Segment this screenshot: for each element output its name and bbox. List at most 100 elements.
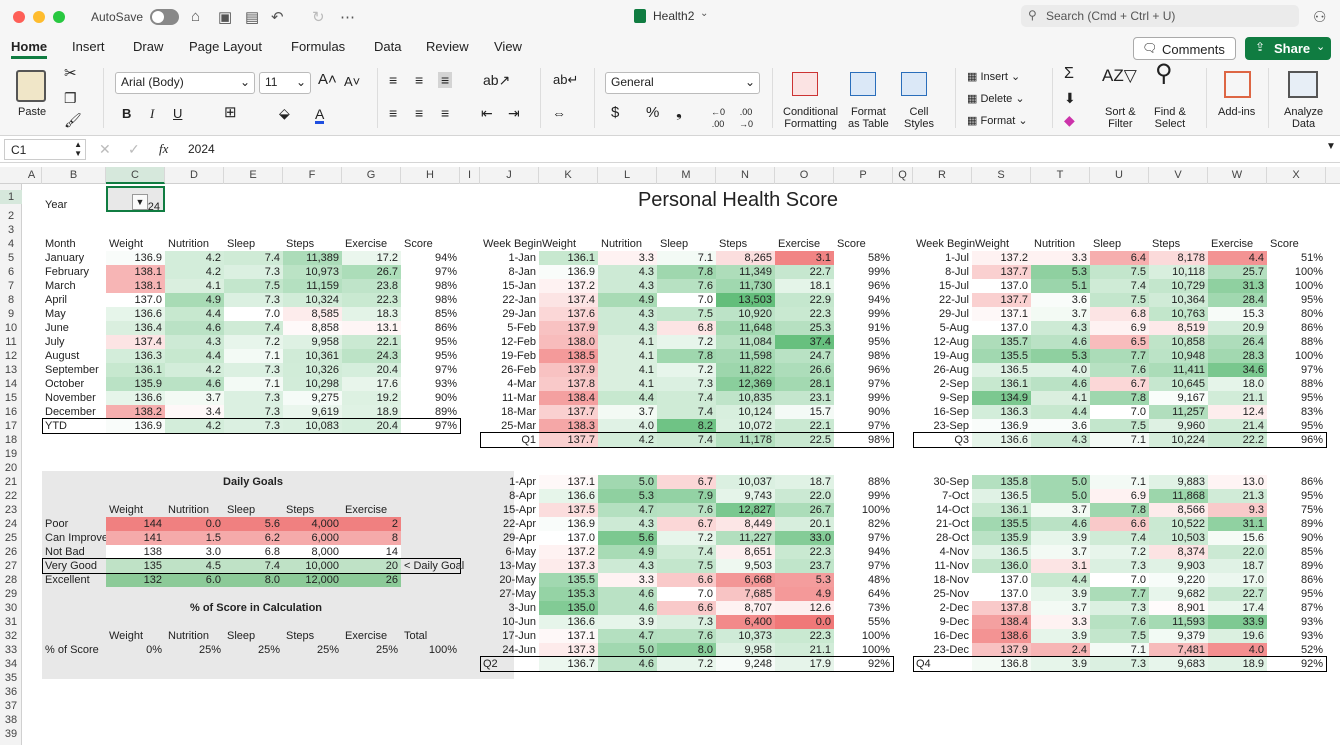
row-label[interactable]: 8-Jan xyxy=(508,266,536,278)
align-middle-icon[interactable]: ≡ xyxy=(415,72,424,88)
value-cell[interactable]: 5.3 xyxy=(1031,349,1090,363)
value-cell[interactable]: 6,400 xyxy=(716,615,775,629)
tab-draw[interactable]: Draw xyxy=(133,39,164,54)
value-cell[interactable]: 100% xyxy=(1294,280,1323,292)
value-cell[interactable]: 135.5 xyxy=(972,517,1031,531)
value-cell[interactable]: 134.9 xyxy=(972,391,1031,405)
value-cell[interactable]: 11,593 xyxy=(1149,615,1208,629)
row-label[interactable]: 16-Sep xyxy=(933,406,969,418)
row-header[interactable]: 12 xyxy=(4,350,18,362)
value-cell[interactable]: 86% xyxy=(1300,476,1323,488)
value-cell[interactable]: 97% xyxy=(867,532,890,544)
row-header[interactable]: 27 xyxy=(4,560,18,572)
value-cell[interactable]: 33.9 xyxy=(1208,615,1267,629)
value-cell[interactable]: 100% xyxy=(861,504,890,516)
more-icon[interactable]: ⋯ xyxy=(340,9,355,26)
value-cell[interactable]: 3.3 xyxy=(598,573,657,587)
pct-value[interactable]: 0% xyxy=(146,644,162,656)
row-label[interactable]: 1-Apr xyxy=(509,476,536,488)
align-left-icon[interactable]: ≡ xyxy=(389,105,398,121)
value-cell[interactable]: 3.9 xyxy=(1031,587,1090,601)
sort-filter-icon[interactable]: AZ▽ xyxy=(1102,66,1137,85)
row-label[interactable]: 18-Mar xyxy=(501,406,536,418)
cell-styles-icon[interactable] xyxy=(901,72,927,96)
value-cell[interactable]: 92% xyxy=(867,658,890,670)
value-cell[interactable]: 9,167 xyxy=(1149,391,1208,405)
column-header[interactable]: G xyxy=(342,167,401,184)
value-cell[interactable]: 7.4 xyxy=(224,251,283,265)
column-label[interactable]: Nutrition xyxy=(168,238,209,250)
value-cell[interactable]: 136.6 xyxy=(539,489,598,503)
value-cell[interactable]: 22.2 xyxy=(1208,433,1267,447)
insert-function-icon[interactable]: fx xyxy=(159,141,169,156)
value-cell[interactable]: 10,948 xyxy=(1149,349,1208,363)
goal-level[interactable]: Excellent xyxy=(45,574,90,586)
value-cell[interactable]: 7.3 xyxy=(224,293,283,307)
tab-data[interactable]: Data xyxy=(374,39,402,54)
row-label[interactable]: 8-Jul xyxy=(945,266,969,278)
column-header[interactable]: U xyxy=(1090,167,1149,184)
value-cell[interactable]: 95% xyxy=(434,350,457,362)
value-cell[interactable]: 137.7 xyxy=(539,405,598,419)
goal-value[interactable]: 20 xyxy=(342,559,401,573)
value-cell[interactable]: 15.7 xyxy=(775,405,834,419)
value-cell[interactable]: 4.3 xyxy=(598,307,657,321)
sort-filter-button[interactable]: Sort & Filter xyxy=(1105,106,1136,130)
value-cell[interactable]: 8,566 xyxy=(1149,503,1208,517)
value-cell[interactable]: 7.6 xyxy=(1090,363,1149,377)
column-header[interactable]: T xyxy=(1031,167,1090,184)
value-cell[interactable]: 136.6 xyxy=(539,615,598,629)
column-header[interactable]: R xyxy=(913,167,972,184)
pct-header[interactable]: Nutrition xyxy=(168,630,209,642)
value-cell[interactable]: 7.1 xyxy=(1090,643,1149,657)
value-cell[interactable]: 7.4 xyxy=(657,545,716,559)
column-label[interactable]: Score xyxy=(1270,238,1299,250)
value-cell[interactable]: 22.7 xyxy=(1208,587,1267,601)
goal-header[interactable]: Sleep xyxy=(227,504,256,516)
row-header[interactable]: 36 xyxy=(4,686,18,698)
decrease-font-icon[interactable]: A˅ xyxy=(344,74,361,89)
paste-icon[interactable] xyxy=(16,70,46,102)
worksheet-grid[interactable]: Year2024▼Personal Health ScoreMonthWeigh… xyxy=(22,184,1340,745)
value-cell[interactable]: 98% xyxy=(867,434,890,446)
goals-title[interactable]: Daily Goals xyxy=(223,476,283,488)
row-label[interactable]: 12-Feb xyxy=(501,336,536,348)
value-cell[interactable]: 26.6 xyxy=(775,363,834,377)
increase-font-icon[interactable]: A˄ xyxy=(318,71,337,88)
daily-goal-note[interactable]: < Daily Goal xyxy=(404,560,465,572)
value-cell[interactable]: 7.1 xyxy=(224,349,283,363)
value-cell[interactable]: 7.6 xyxy=(1090,615,1149,629)
expand-formula-icon[interactable]: ▼ xyxy=(1326,141,1336,152)
row-label[interactable]: 23-Dec xyxy=(933,644,969,656)
goal-header[interactable]: Nutrition xyxy=(168,504,209,516)
value-cell[interactable]: 12.4 xyxy=(1208,405,1267,419)
value-cell[interactable]: 7.8 xyxy=(657,349,716,363)
value-cell[interactable]: 10,920 xyxy=(716,307,775,321)
value-cell[interactable]: 4.4 xyxy=(1208,251,1267,265)
value-cell[interactable]: 136.6 xyxy=(106,307,165,321)
value-cell[interactable]: 10,729 xyxy=(1149,279,1208,293)
undo-icon[interactable]: ↶ xyxy=(271,9,284,26)
insert-cells-button[interactable]: ▦ Insert ⌄ xyxy=(967,71,1021,83)
font-name-select[interactable]: Arial (Body) ⌄ xyxy=(115,72,255,94)
value-cell[interactable]: 136.9 xyxy=(106,251,165,265)
goal-value[interactable]: 5.6 xyxy=(224,517,283,531)
tab-formulas[interactable]: Formulas xyxy=(291,39,346,54)
value-cell[interactable]: 12,827 xyxy=(716,503,775,517)
goal-level[interactable]: Poor xyxy=(45,518,69,530)
value-cell[interactable]: 73% xyxy=(867,602,890,614)
value-cell[interactable]: 3.6 xyxy=(1031,293,1090,307)
search-input[interactable]: ⚲ Search (Cmd + Ctrl + U) xyxy=(1021,5,1299,27)
value-cell[interactable]: 85% xyxy=(1300,546,1323,558)
value-cell[interactable]: 97% xyxy=(434,420,457,432)
value-cell[interactable]: 4.4 xyxy=(165,349,224,363)
align-right-icon[interactable]: ≡ xyxy=(441,105,450,121)
row-label[interactable]: 9-Dec xyxy=(939,616,969,628)
column-header[interactable]: V xyxy=(1149,167,1208,184)
goal-value[interactable]: 8 xyxy=(342,531,401,545)
row-label[interactable]: 26-Aug xyxy=(933,364,969,376)
format-painter-icon[interactable]: 🖌 xyxy=(64,112,82,128)
row-header[interactable]: 37 xyxy=(4,700,18,712)
value-cell[interactable]: 21.3 xyxy=(1208,489,1267,503)
value-cell[interactable]: 135.5 xyxy=(539,573,598,587)
